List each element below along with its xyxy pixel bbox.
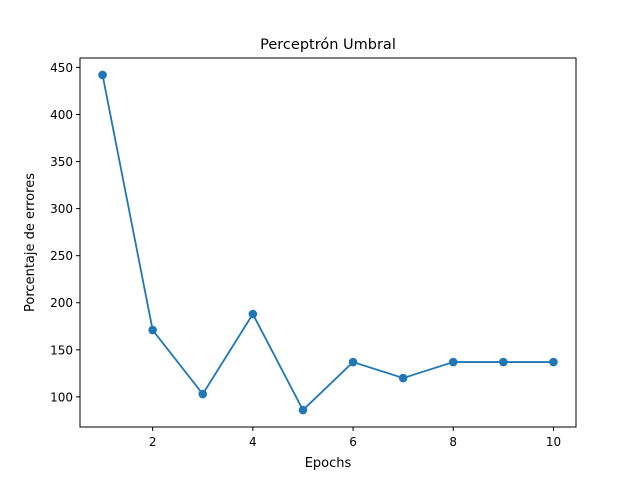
y-tick-label: 300 [50, 202, 73, 216]
data-point [198, 389, 208, 399]
y-axis-label: Porcentaje de errores [23, 173, 38, 312]
x-tick-label: 2 [149, 435, 157, 449]
y-tick-label: 250 [50, 249, 73, 263]
data-point [448, 357, 458, 367]
y-axis: 100 150 200 250 300 350 400 450 [50, 61, 80, 404]
x-axis: 2 4 6 8 10 [149, 427, 561, 449]
series-layer [98, 70, 558, 415]
series-line [101, 74, 554, 411]
data-point [549, 357, 558, 367]
data-point [148, 325, 157, 335]
data-point [248, 309, 258, 319]
y-tick-label: 200 [50, 296, 73, 310]
y-tick-label: 100 [50, 390, 73, 404]
y-tick-label: 150 [50, 343, 73, 357]
data-point [348, 357, 358, 367]
data-point [98, 70, 107, 80]
y-tick-label: 400 [50, 108, 73, 122]
data-point [499, 357, 508, 367]
plot-area [80, 58, 576, 427]
y-tick-label: 350 [50, 155, 73, 169]
plot-frame [79, 57, 577, 428]
data-point [398, 373, 408, 383]
data-point [298, 405, 308, 415]
x-tick-label: 10 [546, 435, 561, 449]
x-tick-label: 8 [449, 435, 457, 449]
x-axis-label: Epochs [305, 456, 352, 471]
x-tick-label: 4 [249, 435, 257, 449]
x-tick-label: 6 [349, 435, 357, 449]
chart-title: Perceptrón Umbral [260, 37, 396, 53]
y-tick-label: 450 [50, 61, 73, 75]
